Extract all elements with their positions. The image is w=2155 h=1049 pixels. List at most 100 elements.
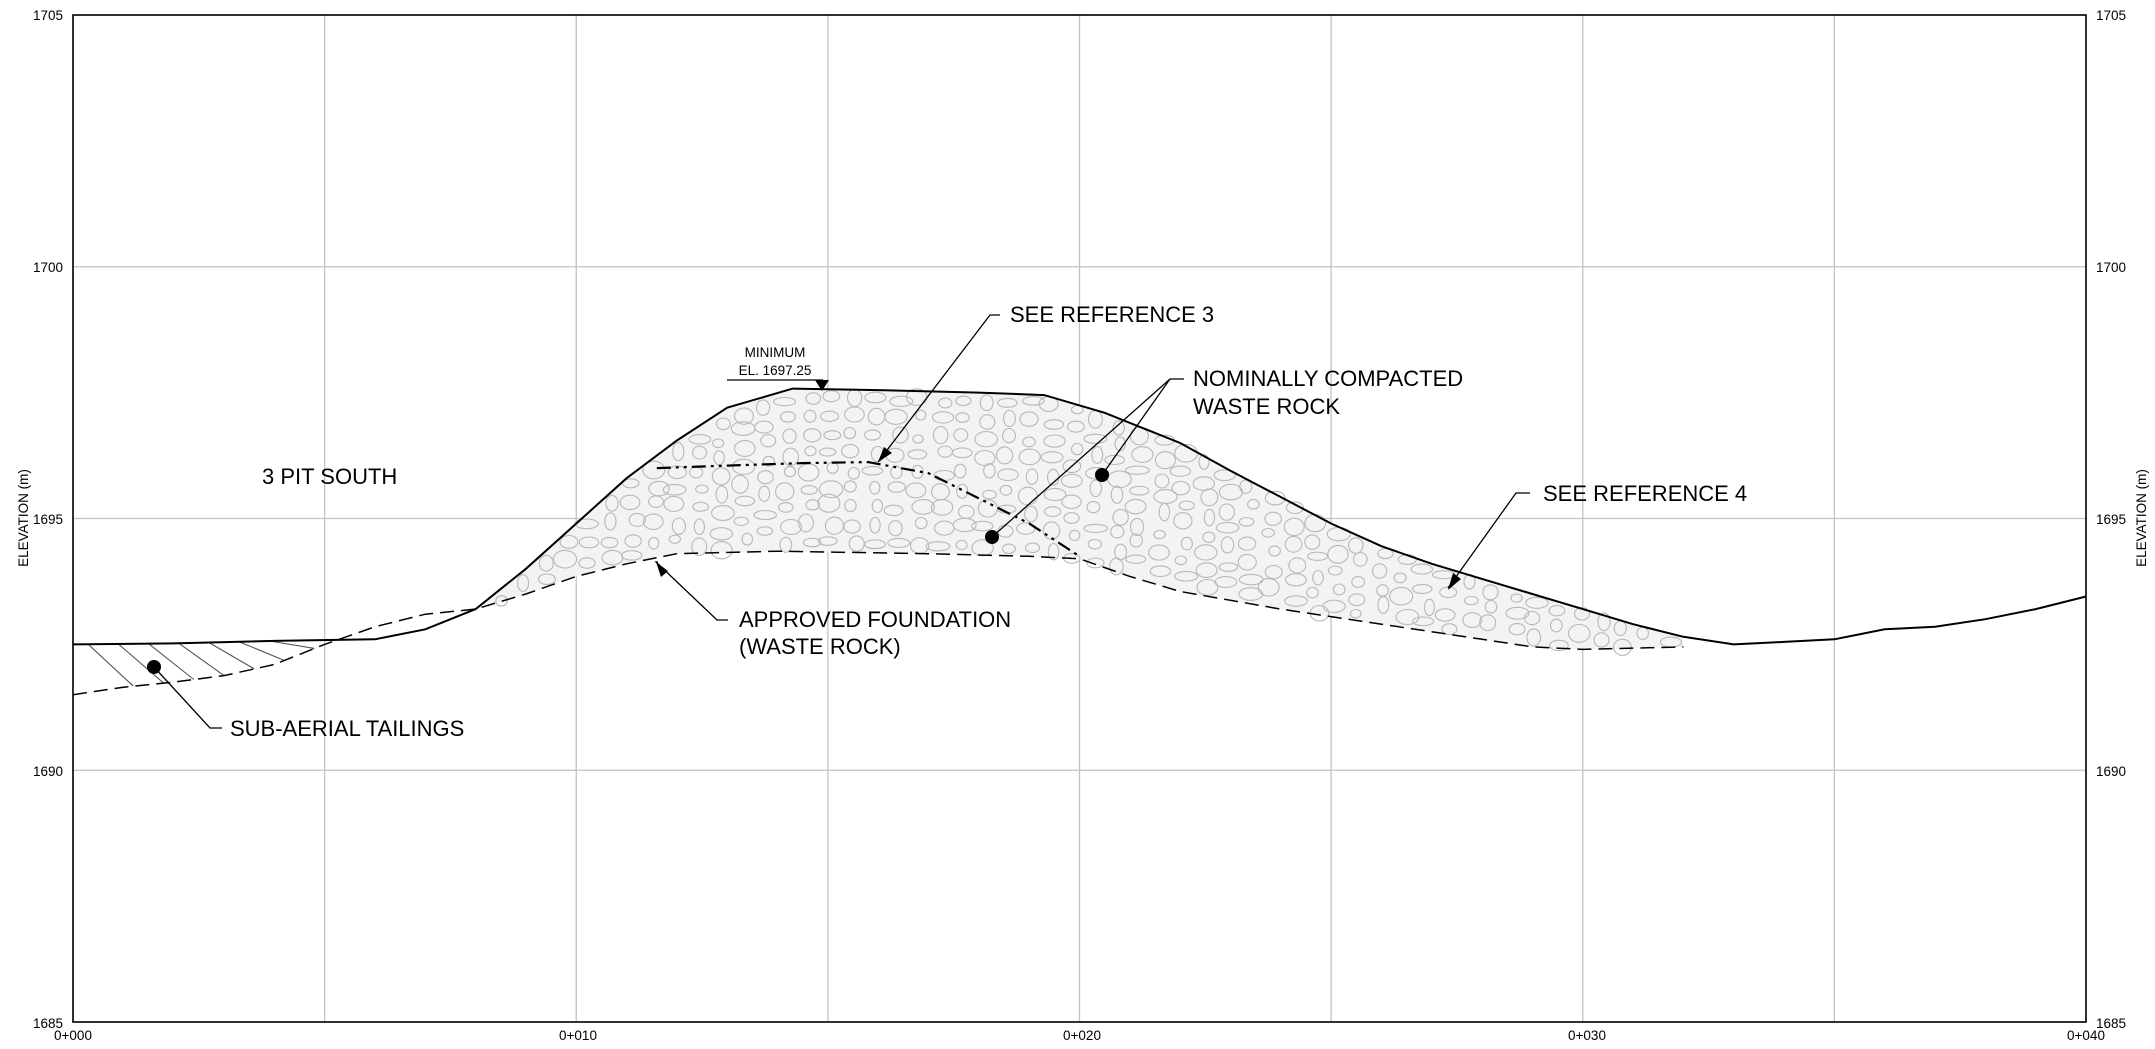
rock-particle (1086, 557, 1105, 569)
rock-particle (1376, 584, 1389, 597)
rock-particle (1060, 473, 1083, 488)
station-tick: 0+030 (1568, 1028, 1606, 1043)
rock-particle (1284, 573, 1307, 587)
rock-particle (1002, 427, 1016, 444)
rock-particle (1104, 454, 1126, 466)
rock-particle (1089, 479, 1103, 498)
approved-foundation-line (72, 550, 1684, 696)
rock-particle (1196, 578, 1219, 596)
rock-particle (1567, 623, 1591, 643)
callout-sub-aerial-tailings: SUB-AERIAL TAILINGS (147, 660, 464, 741)
rock-particle (803, 409, 817, 423)
rock-particle (930, 499, 954, 516)
rock-particle (709, 527, 734, 541)
rock-particle (955, 412, 970, 423)
rock-particle (578, 536, 600, 549)
rock-particle (695, 484, 709, 494)
rock-particle (733, 440, 756, 457)
rock-particle (822, 390, 841, 403)
rock-particle (798, 513, 814, 533)
rock-particle (952, 517, 977, 533)
rock-particle (648, 536, 660, 550)
rock-particle (1411, 583, 1433, 594)
rock-particle (1198, 454, 1210, 470)
rock-particle (1047, 542, 1060, 561)
rock-particle (915, 409, 927, 421)
rock-particle (1061, 494, 1082, 510)
rock-particle (905, 482, 927, 499)
rock-particle (1284, 595, 1308, 607)
rock-particle (1214, 576, 1238, 588)
rock-particle (1526, 628, 1542, 647)
rock-particle (667, 465, 687, 480)
rock-particle (1001, 543, 1016, 555)
rock-particle (1352, 551, 1368, 567)
rock-particle (642, 513, 664, 531)
rock-particle (1024, 505, 1038, 523)
rock-particle (778, 502, 794, 513)
rock-particle (1463, 595, 1479, 606)
rock-particle (1083, 433, 1108, 444)
rock-particle (621, 478, 640, 489)
rock-particle (1482, 584, 1499, 601)
rock-particle (844, 498, 857, 513)
rock-particle (715, 417, 731, 431)
rock-particle (871, 498, 884, 513)
callout-text-line-2: WASTE ROCK (1193, 394, 1340, 419)
rock-particle (1154, 451, 1176, 470)
rock-particle (1043, 487, 1067, 502)
rock-particle (753, 509, 778, 521)
rock-particle (996, 446, 1014, 465)
elev-tick-left: 1700 (33, 260, 63, 275)
rock-particle (782, 428, 797, 444)
rock-particle (1549, 639, 1569, 652)
rock-particle (1125, 554, 1147, 564)
rock-particle (731, 474, 749, 494)
rock-particle (495, 595, 508, 607)
rock-particle (1169, 465, 1192, 477)
station-tick: 0+040 (2067, 1028, 2105, 1043)
rock-particle (715, 485, 729, 504)
marker-dot-icon (985, 530, 999, 544)
rock-particle (861, 465, 884, 476)
rock-particle (1312, 569, 1324, 586)
rock-particle (619, 494, 641, 511)
y-axis-title-right: ELEVATION (m) (2134, 469, 2149, 567)
elev-tick-left: 1695 (33, 512, 63, 527)
rock-particle (1025, 468, 1039, 485)
rock-particle (997, 397, 1018, 408)
rock-particle (911, 499, 935, 515)
rock-particle (1153, 529, 1166, 540)
rock-particle (1202, 531, 1216, 544)
rock-particle (1180, 536, 1193, 551)
rock-particle (604, 512, 617, 531)
rock-particle (754, 420, 774, 434)
callout-text: SEE REFERENCE 4 (1543, 481, 1747, 506)
minimum-elevation-label: EL. 1697.25 (739, 363, 812, 378)
rock-particle (1264, 564, 1283, 580)
rock-particle (1285, 501, 1304, 515)
rock-particle (1288, 557, 1307, 574)
rock-particle (1086, 500, 1101, 514)
rock-particle (953, 463, 967, 479)
rock-particle (711, 467, 731, 486)
rock-particle (1612, 638, 1632, 656)
rock-particle (692, 445, 708, 460)
y-axis-title-left: ELEVATION (m) (16, 469, 31, 567)
waste-rock-texture (495, 388, 1682, 656)
rock-particle (889, 395, 914, 407)
rock-particle (1237, 553, 1257, 571)
rock-particle (1548, 605, 1566, 617)
rock-particle (1505, 606, 1530, 620)
rock-particle (1549, 618, 1563, 633)
rock-particle (1174, 555, 1188, 566)
elev-tick-left: 1685 (33, 1016, 63, 1031)
rock-particle (620, 550, 643, 561)
rock-particle (783, 466, 797, 478)
rock-particle (648, 495, 664, 508)
rock-particle (1067, 420, 1085, 433)
station-tick: 0+000 (54, 1028, 92, 1043)
rock-particle (1129, 485, 1150, 496)
rock-particle (884, 408, 908, 425)
